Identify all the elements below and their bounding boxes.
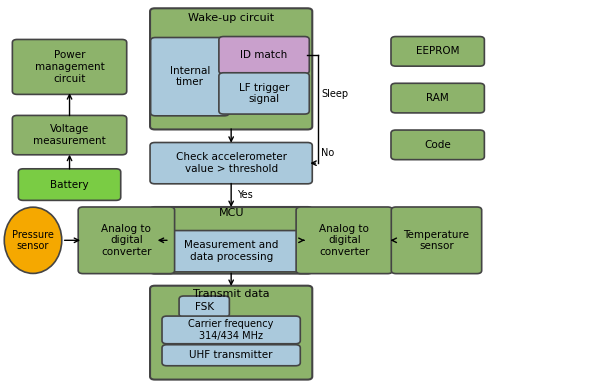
Text: Power
management
circuit: Power management circuit <box>35 50 104 84</box>
Text: Transmit data: Transmit data <box>193 289 269 299</box>
FancyBboxPatch shape <box>150 286 312 380</box>
FancyBboxPatch shape <box>391 130 484 160</box>
Text: Voltage
measurement: Voltage measurement <box>33 124 106 146</box>
FancyBboxPatch shape <box>13 115 127 155</box>
Text: Analog to
digital
converter: Analog to digital converter <box>319 224 370 257</box>
FancyBboxPatch shape <box>150 207 312 274</box>
FancyBboxPatch shape <box>159 231 303 272</box>
Text: Wake-up circuit: Wake-up circuit <box>188 13 274 23</box>
Ellipse shape <box>4 207 62 273</box>
Text: RAM: RAM <box>427 93 449 103</box>
FancyBboxPatch shape <box>391 36 484 66</box>
Text: Internal
timer: Internal timer <box>170 66 210 88</box>
FancyBboxPatch shape <box>162 316 300 344</box>
Text: MCU: MCU <box>218 208 244 218</box>
FancyBboxPatch shape <box>219 73 309 114</box>
FancyBboxPatch shape <box>391 83 484 113</box>
Text: Pressure
sensor: Pressure sensor <box>12 230 54 251</box>
Text: Carrier frequency
314/434 MHz: Carrier frequency 314/434 MHz <box>188 319 274 341</box>
Text: Battery: Battery <box>50 179 89 190</box>
FancyBboxPatch shape <box>391 207 482 274</box>
Text: Temperature
sensor: Temperature sensor <box>403 230 469 251</box>
FancyBboxPatch shape <box>296 207 392 274</box>
FancyBboxPatch shape <box>151 38 229 116</box>
FancyBboxPatch shape <box>13 39 127 94</box>
Text: Yes: Yes <box>237 190 253 201</box>
Text: LF trigger
signal: LF trigger signal <box>239 83 289 104</box>
Text: No: No <box>321 149 335 158</box>
Text: FSK: FSK <box>194 301 214 312</box>
FancyBboxPatch shape <box>150 142 312 184</box>
FancyBboxPatch shape <box>78 207 175 274</box>
FancyBboxPatch shape <box>150 8 312 129</box>
Text: Code: Code <box>424 140 451 150</box>
Text: Check accelerometer
value > threshold: Check accelerometer value > threshold <box>176 152 287 174</box>
Text: UHF transmitter: UHF transmitter <box>190 350 273 360</box>
Text: EEPROM: EEPROM <box>416 47 460 56</box>
Text: Analog to
digital
converter: Analog to digital converter <box>101 224 152 257</box>
Text: Sleep: Sleep <box>321 89 349 99</box>
Text: Measurement and
data processing: Measurement and data processing <box>184 240 278 262</box>
FancyBboxPatch shape <box>19 169 121 200</box>
FancyBboxPatch shape <box>179 296 229 317</box>
Text: ID match: ID match <box>241 50 288 60</box>
FancyBboxPatch shape <box>162 345 300 366</box>
FancyBboxPatch shape <box>219 36 309 74</box>
